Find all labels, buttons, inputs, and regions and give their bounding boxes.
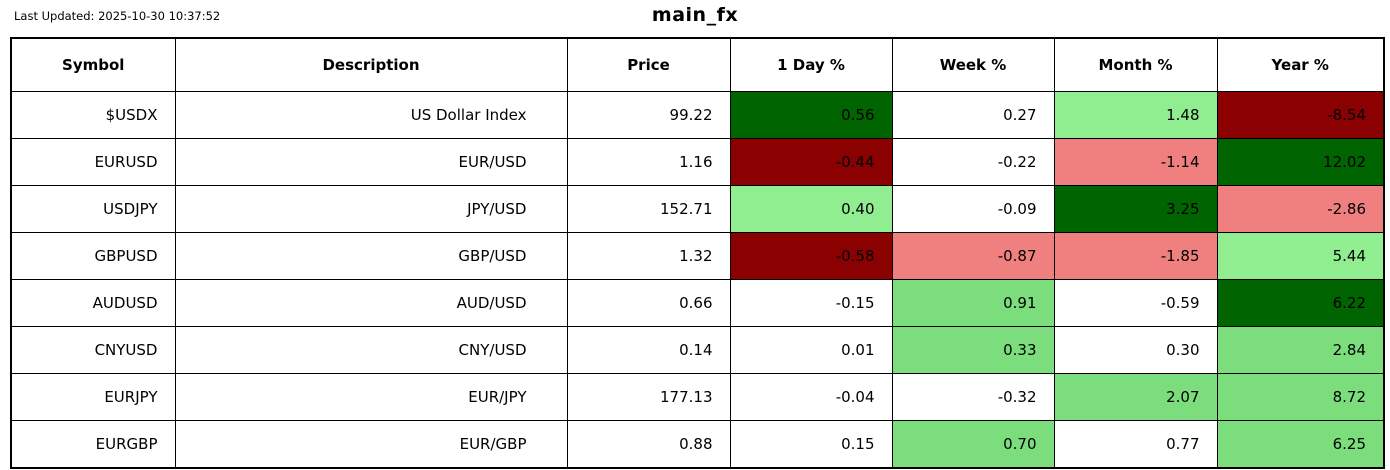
price-cell: 0.66 [566,279,731,327]
week-pct-cell: -0.22 [891,138,1055,186]
price-cell: 152.71 [566,185,731,233]
fx-table: Symbol Description Price 1 Day % Week % Month… [10,37,1385,469]
month-pct-cell: 0.30 [1053,326,1218,374]
description-cell: US Dollar Index [174,91,568,139]
day-pct-cell: 0.15 [729,420,893,469]
table-row: $USDX US Dollar Index 99.22 0.56 0.27 1.48 -8.… [10,91,1385,139]
week-pct-cell: -0.32 [891,373,1055,421]
symbol-cell: $USDX [10,91,176,139]
year-pct-cell: 8.72 [1216,373,1385,421]
price-cell: 99.22 [566,91,731,139]
symbol-cell: AUDUSD [10,279,176,327]
column-header-year-pct-cell: Year % [1216,37,1385,92]
symbol-cell: GBPUSD [10,232,176,280]
description-cell: EUR/JPY [174,373,568,421]
month-pct-cell: -1.85 [1053,232,1218,280]
day-pct-cell: -0.44 [729,138,893,186]
year-pct-cell: 2.84 [1216,326,1385,374]
week-pct-cell: -0.09 [891,185,1055,233]
fx-table-body: $USDX US Dollar Index 99.22 0.56 0.27 1.48 -8.… [10,91,1385,469]
month-pct-cell: 3.25 [1053,185,1218,233]
table-row: EURUSD EUR/USD 1.16 -0.44 -0.22 -1.14 12.02 [10,138,1385,186]
symbol-cell: EURGBP [10,420,176,469]
day-pct-cell: 0.01 [729,326,893,374]
table-row: AUDUSD AUD/USD 0.66 -0.15 0.91 -0.59 6.22 [10,279,1385,327]
symbol-cell: EURUSD [10,138,176,186]
table-row: EURJPY EUR/JPY 177.13 -0.04 -0.32 2.07 8.72 [10,373,1385,421]
price-cell: 0.88 [566,420,731,469]
table-row: USDJPY JPY/USD 152.71 0.40 -0.09 3.25 -2.86 [10,185,1385,233]
column-header-week-pct-cell: Week % [891,37,1055,92]
month-pct-cell: 2.07 [1053,373,1218,421]
day-pct-cell: -0.15 [729,279,893,327]
description-cell: EUR/GBP [174,420,568,469]
column-header-month-pct-cell: Month % [1053,37,1218,92]
day-pct-cell: 0.40 [729,185,893,233]
year-pct-cell: -2.86 [1216,185,1385,233]
symbol-cell: CNYUSD [10,326,176,374]
week-pct-cell: -0.87 [891,232,1055,280]
day-pct-cell: -0.04 [729,373,893,421]
description-cell: EUR/USD [174,138,568,186]
column-header-symbol-cell: Symbol [10,37,176,92]
price-cell: 177.13 [566,373,731,421]
symbol-cell: EURJPY [10,373,176,421]
year-pct-cell: -8.54 [1216,91,1385,139]
year-pct-cell: 6.22 [1216,279,1385,327]
month-pct-cell: 0.77 [1053,420,1218,469]
description-cell: AUD/USD [174,279,568,327]
price-cell: 1.32 [566,232,731,280]
table-row: EURGBP EUR/GBP 0.88 0.15 0.70 0.77 6.25 [10,420,1385,469]
header-row: Symbol Description Price 1 Day % Week % Month… [10,37,1385,92]
column-header-day-pct-cell: 1 Day % [729,37,893,92]
table-row: GBPUSD GBP/USD 1.32 -0.58 -0.87 -1.85 5.44 [10,232,1385,280]
last-updated-label: Last Updated: 2025-10-30 10:37:52 [14,9,221,23]
month-pct-cell: 1.48 [1053,91,1218,139]
year-pct-cell: 12.02 [1216,138,1385,186]
price-cell: 1.16 [566,138,731,186]
description-cell: CNY/USD [174,326,568,374]
month-pct-cell: -0.59 [1053,279,1218,327]
column-header-description-cell: Description [174,37,568,92]
week-pct-cell: 0.91 [891,279,1055,327]
month-pct-cell: -1.14 [1053,138,1218,186]
year-pct-cell: 6.25 [1216,420,1385,469]
description-cell: JPY/USD [174,185,568,233]
symbol-cell: USDJPY [10,185,176,233]
week-pct-cell: 0.33 [891,326,1055,374]
day-pct-cell: 0.56 [729,91,893,139]
page-title: main_fx [651,4,739,26]
description-cell: GBP/USD [174,232,568,280]
column-header-price-cell: Price [566,37,731,92]
table-row: CNYUSD CNY/USD 0.14 0.01 0.33 0.30 2.84 [10,326,1385,374]
year-pct-cell: 5.44 [1216,232,1385,280]
week-pct-cell: 0.70 [891,420,1055,469]
day-pct-cell: -0.58 [729,232,893,280]
price-cell: 0.14 [566,326,731,374]
week-pct-cell: 0.27 [891,91,1055,139]
